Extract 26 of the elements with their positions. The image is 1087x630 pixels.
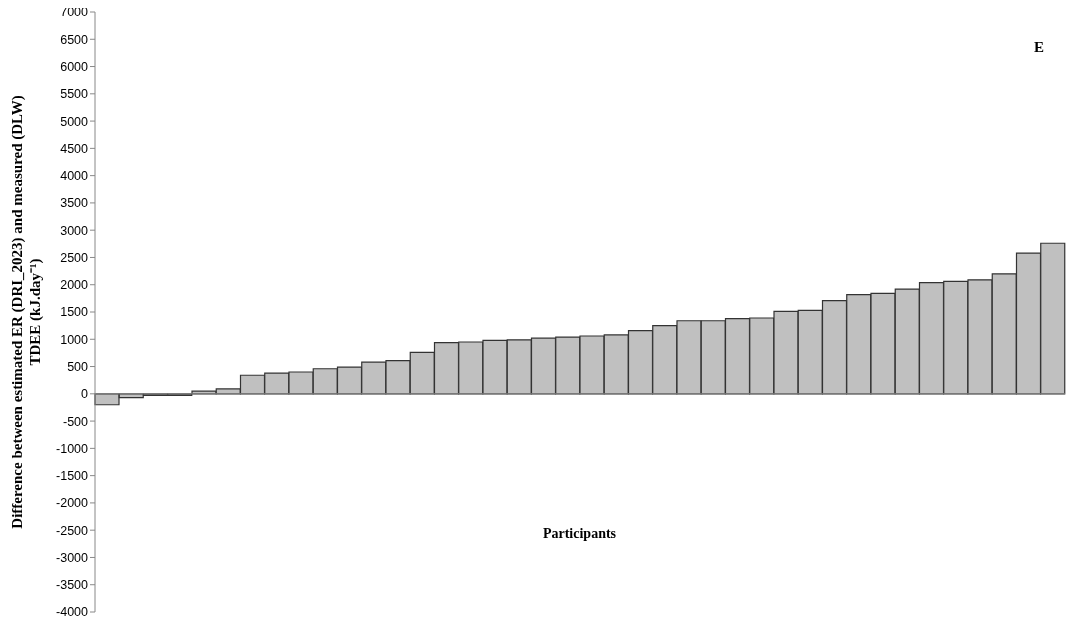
y-tick-label: 3500 (60, 196, 89, 211)
y-tick-label: 2000 (60, 278, 89, 293)
y-tick-label: -3000 (56, 550, 89, 565)
y-tick-label: -2500 (56, 523, 89, 538)
y-tick-label: -2000 (56, 496, 89, 511)
y-tick-label: 5500 (60, 87, 89, 102)
annotation: E (1033, 39, 1045, 55)
y-tick-label: 6500 (60, 32, 89, 47)
y-tick-label: -1000 (56, 441, 89, 456)
y-tick-label: 5000 (60, 114, 89, 129)
y-tick-label: 7000 (60, 5, 89, 20)
y-tick-label: -500 (62, 414, 89, 429)
y-tick-label: 4000 (60, 169, 89, 184)
y-tick-label: 0 (81, 387, 89, 402)
y-tick-label: -4000 (56, 605, 89, 620)
y-axis-title: Difference between estimated ER (DRI_2023) and measured (DLW) TDEE (kJ.day⁻¹) (9, 95, 44, 529)
y-tick-label: -1500 (56, 469, 89, 484)
y-tick-label: 6000 (60, 59, 89, 74)
y-tick-label: 500 (67, 359, 89, 374)
y-tick-label: 4500 (60, 141, 89, 156)
y-tick-label: 3000 (60, 223, 89, 238)
y-tick-label: 1000 (60, 332, 89, 347)
y-tick-label: 2500 (60, 250, 89, 265)
y-tick-label: -3500 (56, 578, 89, 593)
y-tick-label: 1500 (60, 305, 89, 320)
x-axis-title: Participants (542, 526, 617, 542)
